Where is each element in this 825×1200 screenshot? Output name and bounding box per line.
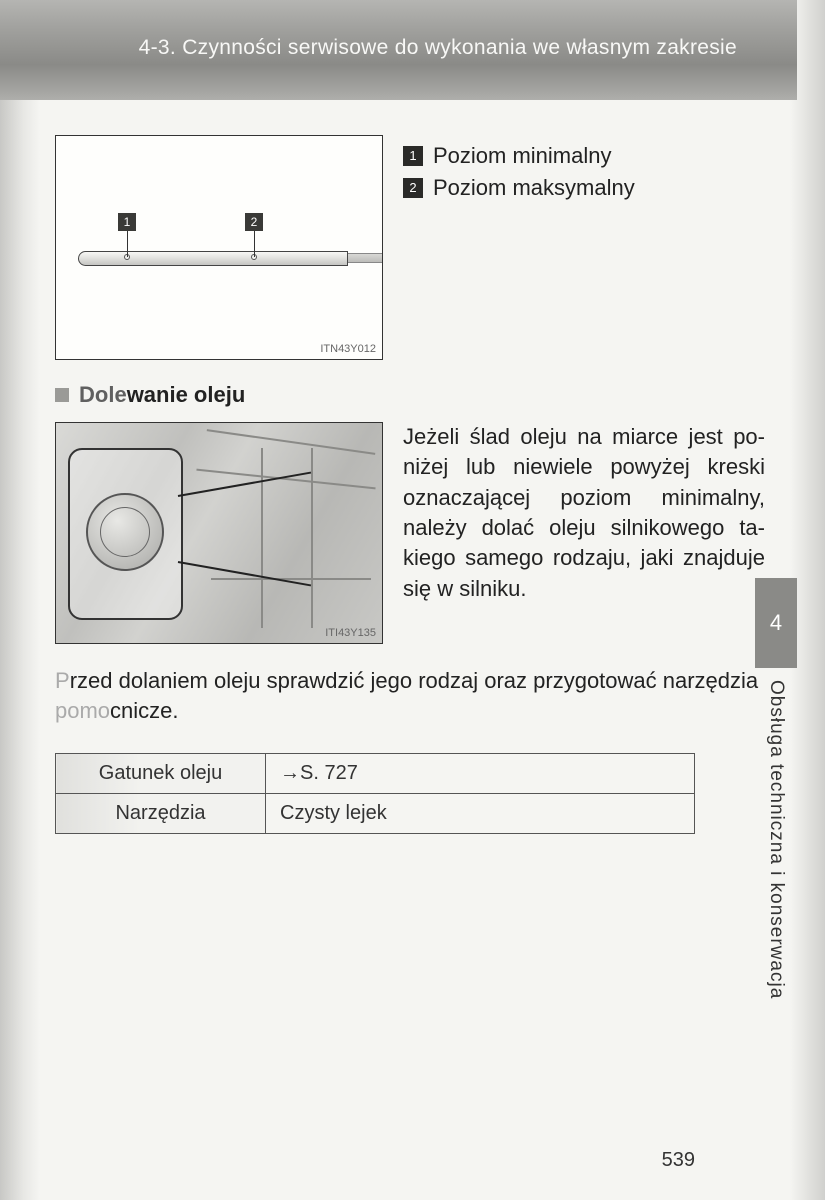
note-rest: rzed dolaniem oleju sprawdzić jego rodza… bbox=[70, 668, 758, 693]
section-title: Czynności serwisowe do wykonania we włas… bbox=[182, 36, 737, 59]
legend-num-1: 1 bbox=[403, 146, 423, 166]
callout-line-1 bbox=[127, 229, 128, 257]
table-value: →S. 727 bbox=[266, 754, 695, 794]
legend-text-1: Poziom minimalny bbox=[433, 143, 612, 169]
header-band: 4-3. Czynności serwisowe do wykonania we… bbox=[0, 0, 797, 100]
section-title: Dolewanie oleju bbox=[79, 382, 245, 408]
section-number: 4-3. bbox=[139, 36, 176, 59]
row-dipstick: 1 2 ITN43Y012 1 Poziom minimalny 2 Pozio… bbox=[55, 135, 765, 360]
oil-cap-inner bbox=[100, 507, 150, 557]
note-line2-faded: pomo bbox=[55, 698, 110, 723]
table-label: Gatunek oleju bbox=[56, 754, 266, 794]
engine-line bbox=[261, 448, 263, 628]
table-value: Czysty lejek bbox=[266, 794, 695, 834]
page-content: 1 2 ITN43Y012 1 Poziom minimalny 2 Pozio… bbox=[55, 135, 765, 834]
figure1-code: ITN43Y012 bbox=[320, 343, 376, 355]
figure2-code: ITI43Y135 bbox=[325, 627, 376, 639]
header-text: 4-3. Czynności serwisowe do wykonania we… bbox=[139, 36, 737, 60]
legend-num-2: 2 bbox=[403, 178, 423, 198]
page-gutter-shadow bbox=[0, 0, 40, 1200]
note-text: Przed dolaniem oleju sprawdzić jego rodz… bbox=[55, 666, 765, 725]
legend-row: 2 Poziom maksymalny bbox=[403, 175, 635, 201]
row-oilcap: ITI43Y135 Jeżeli ślad oleju na miarce je… bbox=[55, 422, 765, 644]
engine-line bbox=[311, 448, 313, 628]
dipstick-shaft bbox=[348, 253, 382, 263]
table-row: Gatunek oleju →S. 727 bbox=[56, 754, 695, 794]
table-label: Narzędzia bbox=[56, 794, 266, 834]
callout-line-2 bbox=[254, 229, 255, 257]
oil-cap-icon bbox=[86, 493, 164, 571]
callout-box-1: 1 bbox=[118, 213, 136, 231]
figure-oilcap: ITI43Y135 bbox=[55, 422, 383, 644]
paragraph-oil: Jeżeli ślad oleju na miarce jest po­niże… bbox=[403, 422, 765, 644]
engine-line bbox=[211, 578, 371, 580]
note-faded: P bbox=[55, 668, 70, 693]
section-heading-oil: Dolewanie oleju bbox=[55, 382, 765, 408]
legend: 1 Poziom minimalny 2 Poziom maksymalny bbox=[403, 135, 635, 360]
info-table: Gatunek oleju →S. 727 Narzędzia Czysty l… bbox=[55, 753, 695, 834]
figure-dipstick: 1 2 ITN43Y012 bbox=[55, 135, 383, 360]
section-bullet-icon bbox=[55, 388, 69, 402]
chapter-tab: 4 bbox=[755, 578, 797, 668]
chapter-number: 4 bbox=[770, 610, 782, 636]
chapter-side-label: Obsługa techniczna i konserwacja bbox=[765, 680, 787, 999]
dipstick-body bbox=[78, 251, 348, 266]
section-title-faded: Dole bbox=[79, 382, 127, 407]
table-row: Narzędzia Czysty lejek bbox=[56, 794, 695, 834]
note-line2-rest: cnicze. bbox=[110, 698, 178, 723]
legend-row: 1 Poziom minimalny bbox=[403, 143, 635, 169]
section-title-rest: wanie oleju bbox=[127, 382, 246, 407]
callout-box-2: 2 bbox=[245, 213, 263, 231]
legend-text-2: Poziom maksymalny bbox=[433, 175, 635, 201]
page-number: 539 bbox=[662, 1149, 695, 1172]
